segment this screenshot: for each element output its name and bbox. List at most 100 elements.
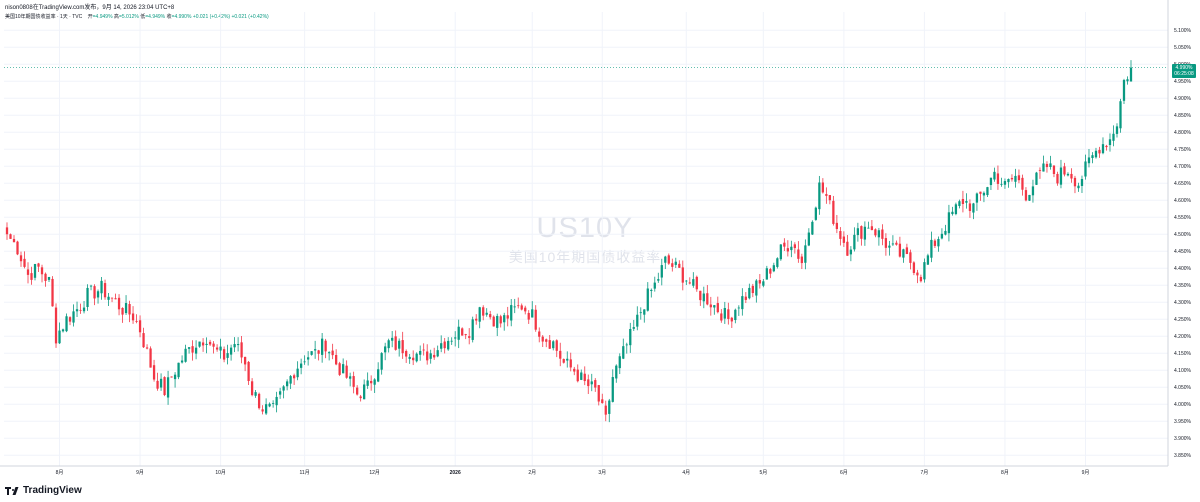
candle-body [1077, 185, 1080, 189]
low-label: 低 [140, 14, 146, 20]
candle-body [608, 400, 611, 414]
candle-body [103, 283, 107, 298]
candle-body [800, 256, 803, 264]
candle-body [457, 326, 460, 340]
candle-body [496, 315, 499, 328]
candle-body [720, 313, 723, 321]
grid [4, 12, 1168, 466]
close-value: =4.990% [171, 14, 192, 20]
candle-body [72, 311, 75, 323]
candle-body [699, 290, 702, 301]
candle-body [100, 280, 103, 294]
candle-body [618, 356, 621, 369]
candle-body [205, 343, 208, 346]
candle-body [58, 330, 61, 344]
candle-body [275, 396, 278, 406]
candle-body [107, 296, 110, 300]
candle-body [888, 245, 891, 248]
candle-body [440, 343, 443, 349]
candle-body [947, 212, 951, 234]
candle-body [184, 348, 187, 362]
candle-body [692, 279, 695, 286]
candle-body [884, 238, 888, 248]
candle-body [54, 307, 58, 344]
open-value: =4.949% [92, 14, 113, 20]
candle-body [1080, 179, 1084, 186]
candle-body [1084, 161, 1087, 177]
candle-body [517, 305, 520, 307]
candle-body [222, 349, 226, 360]
candle-body [1045, 163, 1049, 168]
candle-body [930, 239, 933, 258]
x-tick-label: 2026 [450, 470, 461, 476]
watermark-name: 美国10年期国债收益率 [508, 249, 662, 265]
candle-body [303, 361, 306, 363]
candle-body [559, 350, 562, 359]
candle-body [566, 358, 569, 361]
candle-body [208, 341, 212, 345]
candle-body [1063, 166, 1066, 175]
candle-body [1014, 175, 1017, 182]
candle-body [825, 194, 828, 196]
candle-body [933, 240, 937, 246]
candle-body [709, 304, 712, 308]
candle-body [328, 352, 331, 354]
candle-body [394, 336, 397, 350]
candle-body [576, 369, 579, 382]
candle-body [846, 241, 849, 256]
candle-body [1108, 139, 1112, 146]
candle-body [321, 338, 324, 355]
y-tick-label: 4.000% [1174, 402, 1192, 408]
candle-body [387, 340, 390, 349]
candle-body [741, 296, 744, 310]
y-tick-label: 4.700% [1174, 164, 1192, 170]
candle-body [870, 226, 874, 231]
candle-body [1073, 177, 1077, 187]
candle-body [681, 267, 684, 283]
candle-body [1003, 181, 1007, 185]
candle-body [751, 285, 754, 294]
candle-body [1066, 173, 1070, 176]
high-value: =5.012% [118, 14, 139, 20]
candle-body [653, 282, 656, 289]
candle-body [177, 362, 180, 378]
y-tick-label: 4.950% [1174, 79, 1192, 85]
candle-body [842, 236, 846, 243]
candle-body [555, 340, 558, 351]
candle-body [909, 252, 912, 263]
candle-body [1056, 173, 1059, 184]
candle-body [299, 363, 303, 368]
tradingview-brand[interactable]: TradingView [5, 485, 82, 496]
candle-body [863, 226, 867, 240]
candle-body [398, 340, 401, 349]
candle-body [485, 312, 488, 315]
candle-body [919, 276, 923, 282]
candle-body [96, 291, 100, 298]
candle-body [149, 348, 152, 368]
candle-body [643, 309, 646, 315]
candle-body [664, 256, 667, 263]
price-axis: 5.100%5.050%5.000%4.950%4.900%4.850%4.80… [1167, 0, 1192, 466]
candle-body [513, 306, 516, 308]
candle-body [1126, 79, 1129, 82]
y-tick-label: 5.100% [1174, 28, 1192, 34]
candle-body [979, 191, 982, 194]
candle-body [65, 316, 68, 332]
candle-body [201, 342, 205, 346]
candle-body [748, 287, 751, 299]
candle-body [972, 203, 975, 213]
x-tick-label: 7月 [921, 470, 929, 476]
candle-body [292, 375, 296, 379]
candle-body [534, 309, 537, 330]
candle-body [163, 377, 166, 396]
candle-body [506, 315, 509, 319]
candle-body [898, 243, 902, 257]
symbol-name[interactable]: 美国10年期国债收益率 · 1天 · TVC [5, 14, 83, 20]
candle-body [433, 354, 436, 358]
y-tick-label: 4.450% [1174, 249, 1192, 255]
candle-body [821, 182, 825, 193]
candle-body [40, 267, 44, 275]
y-tick-label: 4.050% [1174, 385, 1192, 391]
candle-body [166, 377, 170, 398]
